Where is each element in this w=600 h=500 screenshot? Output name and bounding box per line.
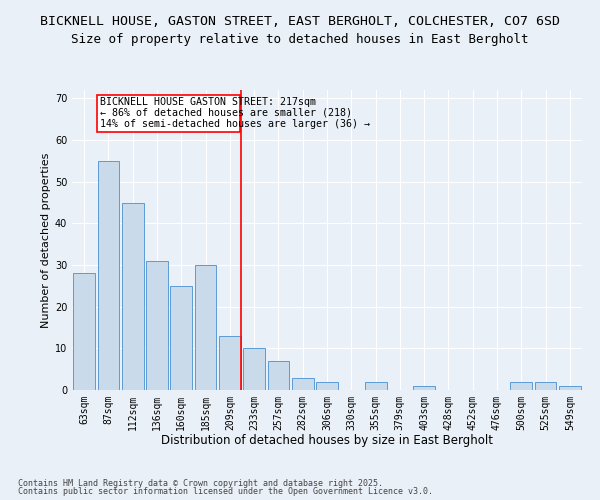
Bar	[511, 382, 532, 390]
Y-axis label: Number of detached properties: Number of detached properties	[41, 152, 50, 328]
Text: BICKNELL HOUSE, GASTON STREET, EAST BERGHOLT, COLCHESTER, CO7 6SD: BICKNELL HOUSE, GASTON STREET, EAST BERG…	[40, 15, 560, 28]
Bar	[170, 286, 192, 390]
Text: 14% of semi-detached houses are larger (36) →: 14% of semi-detached houses are larger (…	[100, 119, 370, 129]
Text: ← 86% of detached houses are smaller (218): ← 86% of detached houses are smaller (21…	[100, 108, 352, 118]
Bar	[316, 382, 338, 390]
Bar	[97, 161, 119, 390]
Bar	[146, 261, 168, 390]
Bar	[268, 361, 289, 390]
Bar	[292, 378, 314, 390]
Text: Size of property relative to detached houses in East Bergholt: Size of property relative to detached ho…	[71, 32, 529, 46]
X-axis label: Distribution of detached houses by size in East Bergholt: Distribution of detached houses by size …	[161, 434, 493, 448]
Text: Contains HM Land Registry data © Crown copyright and database right 2025.: Contains HM Land Registry data © Crown c…	[18, 478, 383, 488]
Bar	[219, 336, 241, 390]
FancyBboxPatch shape	[97, 95, 240, 132]
Text: BICKNELL HOUSE GASTON STREET: 217sqm: BICKNELL HOUSE GASTON STREET: 217sqm	[100, 97, 316, 107]
Bar	[122, 202, 143, 390]
Bar	[73, 274, 95, 390]
Bar	[535, 382, 556, 390]
Text: Contains public sector information licensed under the Open Government Licence v3: Contains public sector information licen…	[18, 487, 433, 496]
Bar	[559, 386, 581, 390]
Bar	[413, 386, 435, 390]
Bar	[365, 382, 386, 390]
Bar	[243, 348, 265, 390]
Bar	[194, 265, 217, 390]
